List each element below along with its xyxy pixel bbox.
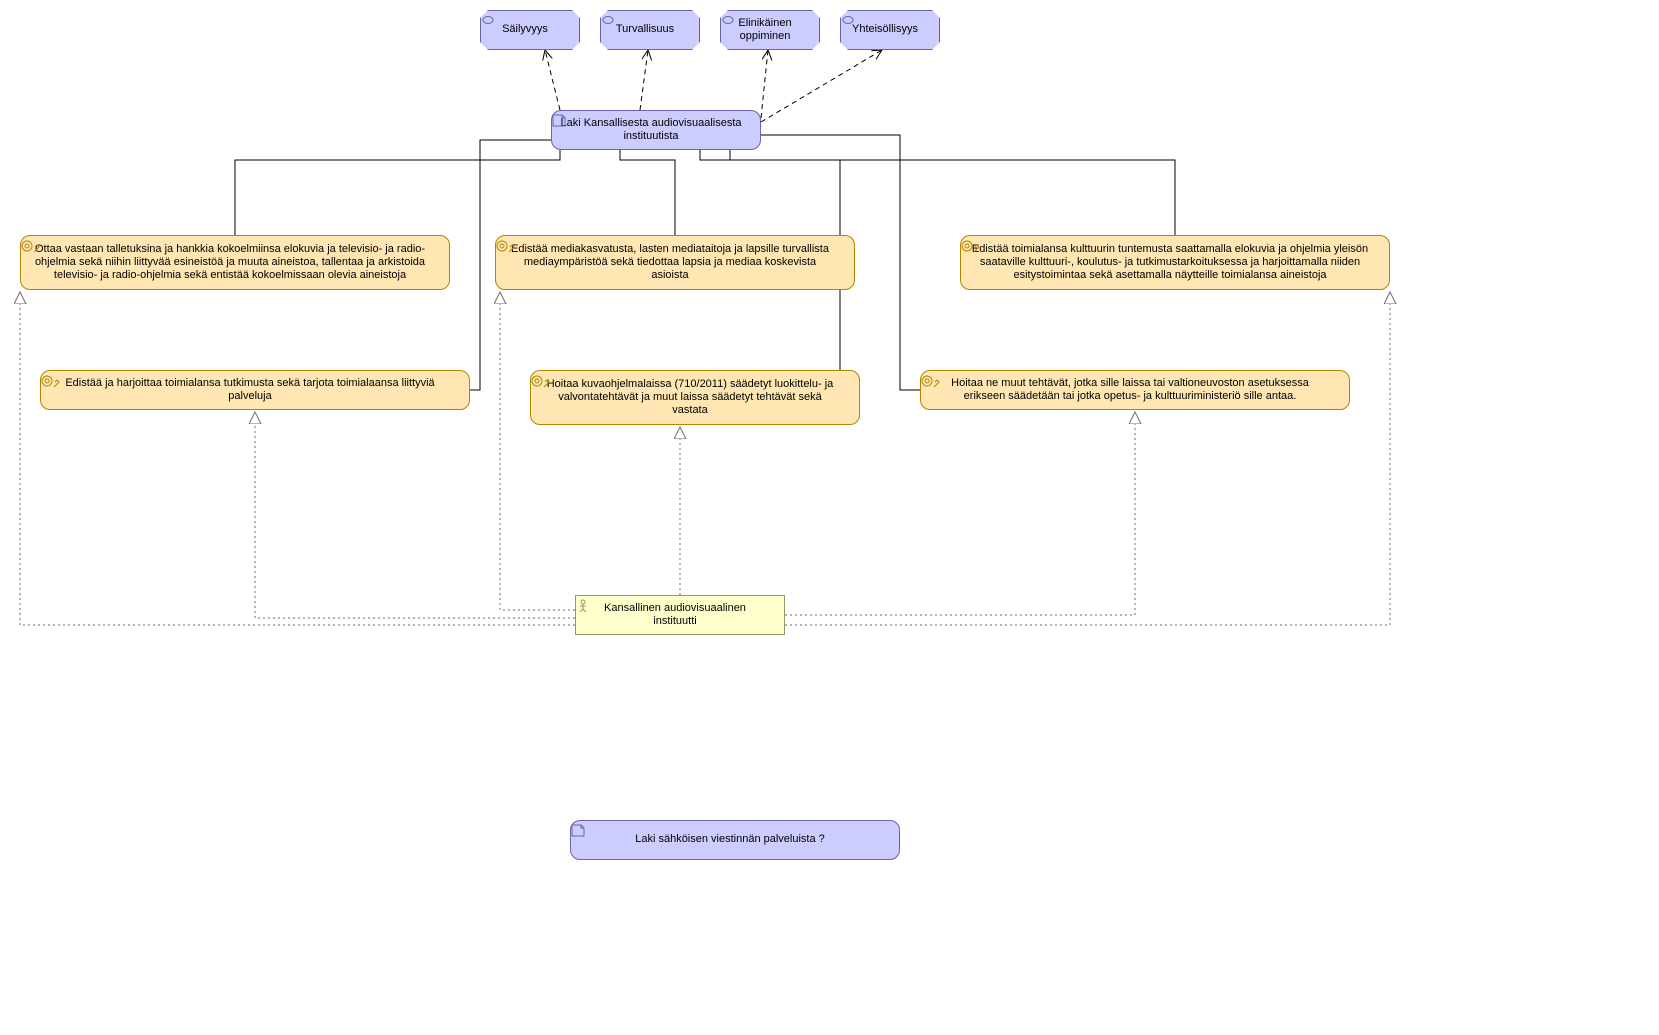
driver-label: Turvallisuus — [616, 23, 674, 36]
capability-icon — [531, 374, 553, 388]
edge-actor-cap6 — [785, 412, 1135, 615]
capability-muut: Hoitaa ne muut tehtävät, jotka sille lai… — [920, 370, 1350, 410]
requirement-laki-sahkoinen: Laki sähköisen viestinnän palveluista ? — [570, 820, 900, 860]
edge-req1-driver4 — [761, 50, 882, 122]
diagram-edges — [0, 0, 1659, 1035]
requirement-laki-instituutti: Laki Kansallisesta audiovisuaalisesta in… — [551, 110, 761, 150]
driver-sailyvyys: Säilyvyys — [480, 10, 580, 50]
edge-actor-cap1 — [20, 292, 575, 625]
capability-label: Hoitaa kuvaohjelmalaissa (710/2011) sääd… — [539, 378, 841, 418]
edge-req1-cap1 — [235, 150, 560, 235]
capability-icon — [21, 239, 43, 253]
capability-icon — [41, 374, 63, 388]
capability-icon — [496, 239, 518, 253]
capability-label: Edistää mediakasvatusta, lasten mediatai… — [504, 243, 836, 283]
capability-icon — [921, 374, 943, 388]
note-icon — [571, 824, 585, 838]
driver-yhteisollisyys: Yhteisöllisyys — [840, 10, 940, 50]
edge-req1-cap3 — [730, 150, 1175, 235]
edge-req1-cap2 — [620, 150, 675, 235]
actor-label: Kansallinen audiovisuaalinen instituutti — [584, 602, 766, 628]
edge-actor-cap2 — [500, 292, 575, 610]
capability-luokittelu: Hoitaa kuvaohjelmalaissa (710/2011) sääd… — [530, 370, 860, 425]
driver-label: Yhteisöllisyys — [852, 23, 918, 36]
driver-turvallisuus: Turvallisuus — [600, 10, 700, 50]
driver-icon — [721, 14, 735, 28]
capability-kulttuuri: Edistää toimialansa kulttuurin tuntemust… — [960, 235, 1390, 290]
driver-elinikaiinen: Elinikäinen oppiminen — [720, 10, 820, 50]
edge-req1-driver1 — [545, 50, 560, 110]
actor-icon — [576, 599, 590, 613]
edge-req1-driver2 — [640, 50, 648, 110]
capability-tutkimus: Edistää ja harjoittaa toimialansa tutkim… — [40, 370, 470, 410]
actor-instituutti: Kansallinen audiovisuaalinen instituutti — [575, 595, 785, 635]
capability-mediakasvatus: Edistää mediakasvatusta, lasten mediatai… — [495, 235, 855, 290]
edge-actor-cap3 — [785, 292, 1390, 625]
driver-label: Elinikäinen oppiminen — [729, 17, 801, 43]
capability-label: Hoitaa ne muut tehtävät, jotka sille lai… — [929, 377, 1331, 403]
driver-icon — [841, 14, 855, 28]
requirement-label: Laki Kansallisesta audiovisuaalisesta in… — [560, 117, 742, 143]
edge-actor-cap4 — [255, 412, 575, 618]
requirement-label: Laki sähköisen viestinnän palveluista ? — [635, 833, 825, 846]
driver-label: Säilyvyys — [502, 23, 548, 36]
note-icon — [552, 114, 566, 128]
capability-label: Edistää toimialansa kulttuurin tuntemust… — [969, 243, 1371, 283]
driver-icon — [601, 14, 615, 28]
capability-arkisto: Ottaa vastaan talletuksina ja hankkia ko… — [20, 235, 450, 290]
edge-req1-driver3 — [761, 50, 768, 118]
capability-icon — [961, 239, 983, 253]
capability-label: Ottaa vastaan talletuksina ja hankkia ko… — [29, 243, 431, 283]
capability-label: Edistää ja harjoittaa toimialansa tutkim… — [49, 377, 451, 403]
driver-icon — [481, 14, 495, 28]
